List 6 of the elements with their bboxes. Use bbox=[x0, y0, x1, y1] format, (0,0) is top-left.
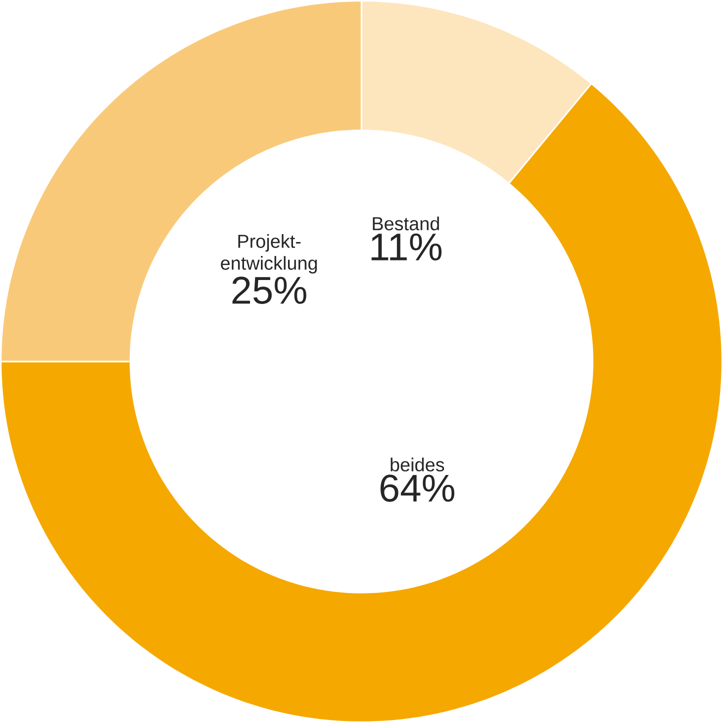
data-label: 25% bbox=[232, 276, 306, 304]
data-label: 64% bbox=[380, 474, 454, 502]
slice-label: Bestand bbox=[372, 216, 439, 230]
slice-label: Projekt-entwicklung bbox=[220, 234, 317, 274]
data-label: 11% bbox=[372, 233, 442, 260]
slice-label: beides bbox=[390, 458, 444, 472]
